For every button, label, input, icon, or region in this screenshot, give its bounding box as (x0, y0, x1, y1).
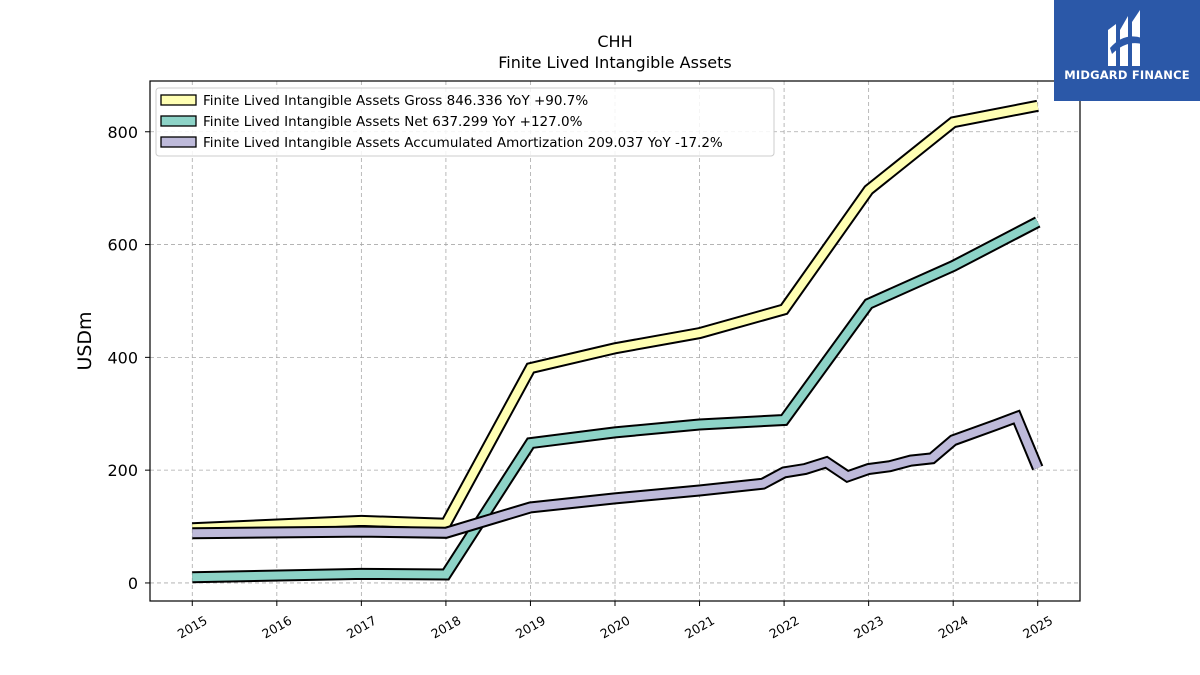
x-tick-label: 2015 (175, 613, 210, 642)
x-tick-label: 2022 (767, 613, 802, 642)
y-tick-label: 800 (107, 123, 138, 142)
y-tick-label: 0 (128, 574, 138, 593)
y-axis-label: USDm (74, 311, 96, 370)
x-tick-label: 2024 (936, 613, 971, 642)
chart-title: CHH (597, 32, 632, 51)
x-tick-label: 2019 (513, 613, 548, 642)
axis-ticks: 2015 2016 2017 2018 2019 2020 2021 2022 2023 2024… (107, 123, 1055, 642)
brand-badge: MIDGARD FINANCE (1054, 0, 1200, 101)
x-tick-label: 2020 (597, 613, 632, 642)
legend-label-net: Finite Lived Intangible Assets Net 637.2… (203, 114, 583, 130)
legend-label-gross: Finite Lived Intangible Assets Gross 846… (203, 93, 588, 109)
x-tick-label: 2017 (344, 613, 379, 642)
legend-swatch-amortization (160, 136, 197, 148)
x-tick-label: 2023 (851, 613, 886, 642)
x-tick-label: 2016 (259, 613, 294, 642)
series-line-amortization (192, 412, 1042, 538)
series-line-gross (192, 101, 1039, 533)
x-tick-label: 2021 (682, 613, 717, 642)
y-tick-label: 600 (107, 236, 138, 255)
series-line-net (192, 218, 1040, 582)
plot-frame (149, 80, 1081, 602)
chart-subtitle: Finite Lived Intangible Assets (498, 53, 731, 72)
legend-swatch-net (160, 115, 197, 127)
legend: Finite Lived Intangible Assets Gross 846… (155, 87, 775, 157)
plot-lines (192, 99, 1044, 584)
y-tick-label: 400 (107, 348, 138, 367)
legend-swatch-gross (160, 94, 197, 106)
brand-name: MIDGARD FINANCE (1064, 68, 1190, 82)
legend-box (155, 87, 775, 157)
midgard-logo-icon (1108, 10, 1142, 66)
legend-label-amortization: Finite Lived Intangible Assets Accumulat… (203, 135, 723, 151)
x-tick-label: 2025 (1020, 613, 1055, 642)
x-tick-label: 2018 (428, 613, 463, 642)
y-tick-label: 200 (107, 461, 138, 480)
